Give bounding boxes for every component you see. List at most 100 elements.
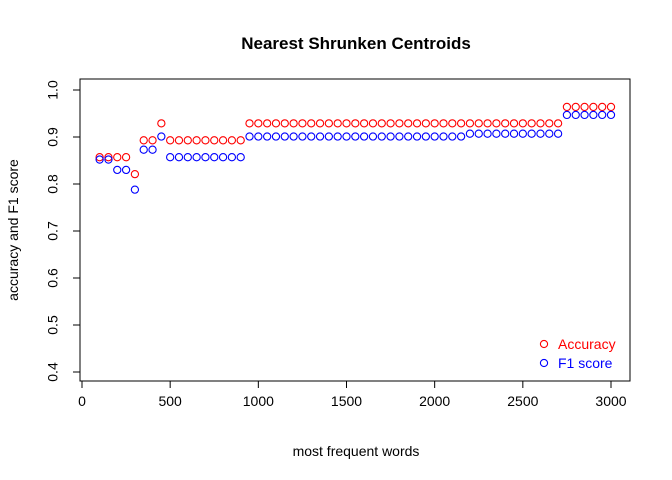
data-point [166, 153, 175, 162]
plot-frame [79, 78, 631, 382]
y-tick-label: 0.9 [45, 127, 61, 147]
data-point [333, 119, 342, 128]
data-point [280, 119, 289, 128]
data-point [227, 153, 237, 162]
data-point [157, 119, 166, 128]
data-point [589, 102, 598, 112]
legend-marker [539, 339, 549, 349]
data-point [262, 132, 272, 141]
x-axis: 0 500 1000 1500 2000 2500 3000 [78, 380, 627, 409]
data-point [439, 119, 448, 128]
data-point [218, 136, 228, 145]
data-point [501, 129, 510, 138]
data-point [254, 132, 263, 141]
data-point [483, 129, 492, 138]
data-point [527, 119, 536, 128]
y-tick-label: 0.7 [45, 221, 61, 241]
y-axis: 0.4 0.5 0.6 0.7 0.8 0.9 1.0 [45, 80, 81, 382]
data-point [404, 132, 413, 141]
data-point [121, 165, 131, 175]
data-point [95, 155, 104, 164]
y-tick-label: 1.0 [45, 80, 61, 100]
x-axis-label: most frequent words [293, 443, 420, 459]
data-point [324, 132, 334, 141]
data-point [545, 119, 554, 128]
data-point [412, 132, 422, 141]
data-point [545, 129, 554, 138]
data-point [104, 155, 113, 164]
x-tick-label: 3000 [595, 393, 626, 409]
data-point [395, 132, 404, 141]
data-point [192, 153, 201, 162]
data-point [298, 132, 307, 141]
data-point [113, 153, 122, 162]
data-point [139, 145, 148, 154]
data-point [95, 153, 104, 162]
data-point [465, 129, 475, 138]
series-f1-score [95, 110, 616, 194]
data-point [606, 102, 616, 112]
data-point [518, 119, 527, 128]
data-point [342, 132, 351, 141]
data-point [113, 165, 122, 175]
data-point [192, 136, 201, 145]
data-point [492, 119, 501, 128]
legend: Accuracy F1 score [539, 336, 616, 371]
data-point [227, 136, 237, 145]
series-accuracy [95, 102, 616, 179]
data-point [571, 102, 580, 112]
data-point [289, 119, 298, 128]
data-point [130, 185, 140, 194]
x-tick-label: 500 [158, 393, 182, 409]
data-point [509, 119, 519, 128]
data-point [333, 132, 342, 141]
legend-marker [539, 358, 549, 368]
chart-title: Nearest Shrunken Centroids [241, 34, 471, 53]
legend-label: Accuracy [558, 336, 616, 352]
data-point [210, 153, 219, 162]
data-point [368, 132, 378, 141]
data-point [210, 136, 219, 145]
data-point [157, 132, 166, 141]
data-point [580, 110, 589, 120]
data-point [174, 153, 184, 162]
data-point [509, 129, 519, 138]
data-point [377, 132, 386, 141]
x-tick-label: 0 [78, 393, 86, 409]
data-point [166, 136, 175, 145]
data-point [386, 119, 395, 128]
data-point [139, 136, 148, 145]
y-tick-label: 0.4 [45, 362, 61, 382]
data-point [527, 129, 536, 138]
data-point [562, 102, 572, 112]
data-point [245, 132, 254, 141]
data-point [474, 119, 483, 128]
data-point [589, 110, 598, 120]
x-tick-label: 1500 [331, 393, 362, 409]
data-points [95, 102, 616, 194]
data-point [412, 119, 422, 128]
data-point [553, 119, 563, 128]
data-point [254, 119, 263, 128]
data-point [439, 132, 448, 141]
data-point [501, 119, 510, 128]
data-point [386, 132, 395, 141]
data-point [598, 102, 607, 112]
data-point [421, 119, 430, 128]
data-point [536, 129, 545, 138]
data-point [271, 132, 281, 141]
data-point [553, 129, 563, 138]
data-point [598, 110, 607, 120]
data-point [342, 119, 351, 128]
data-point [289, 132, 298, 141]
data-point [315, 119, 325, 128]
data-point [315, 132, 325, 141]
data-point [395, 119, 404, 128]
data-point [456, 132, 466, 141]
data-point [368, 119, 378, 128]
data-point [121, 153, 131, 162]
data-point [474, 129, 483, 138]
data-point [280, 132, 289, 141]
data-point [324, 119, 334, 128]
